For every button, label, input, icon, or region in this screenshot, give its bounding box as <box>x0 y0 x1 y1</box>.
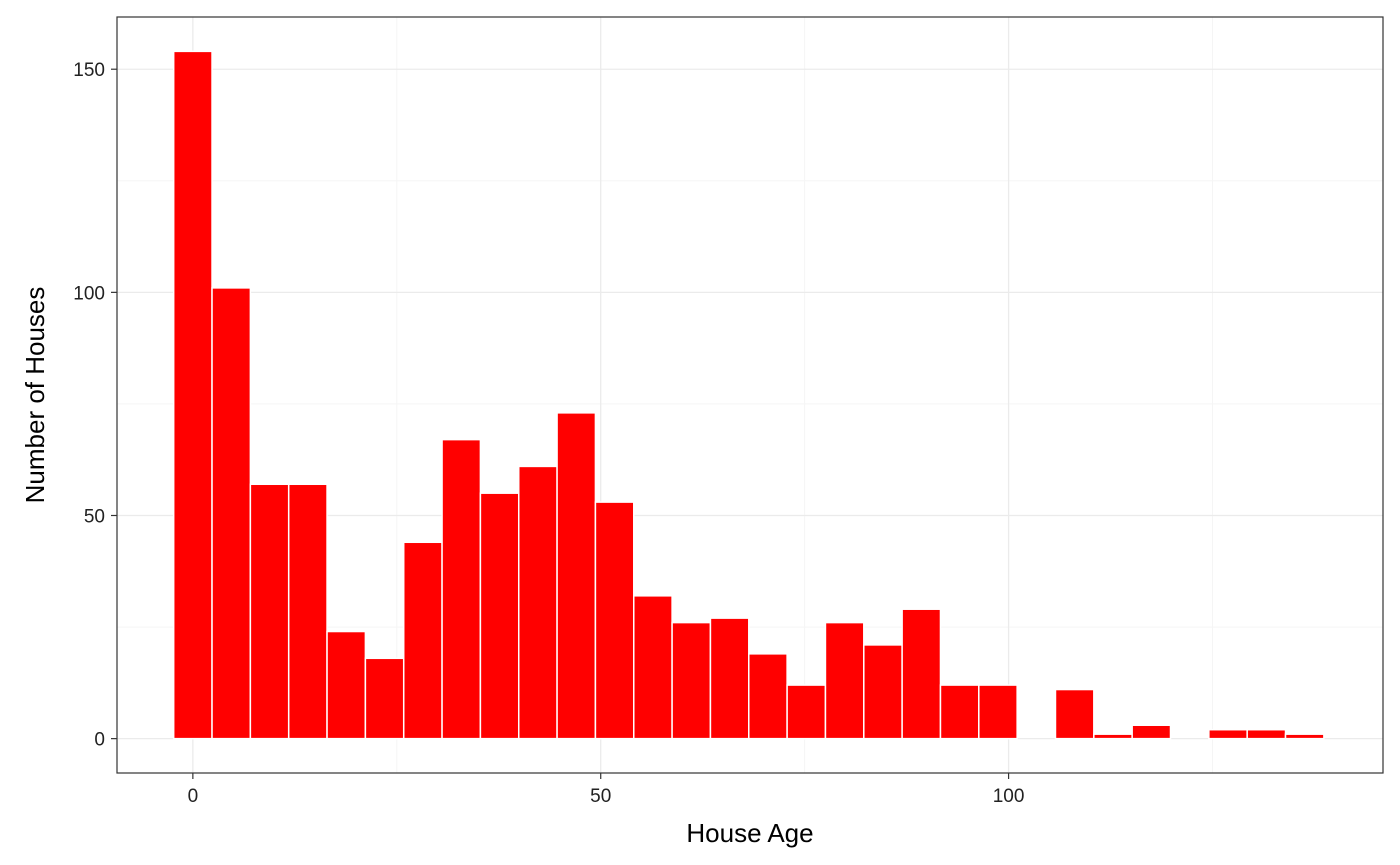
histogram-bar <box>1054 688 1095 740</box>
histogram-bar <box>556 412 597 740</box>
histogram-bar <box>211 287 252 740</box>
y-axis-title: Number of Houses <box>20 287 50 504</box>
histogram-bar <box>479 492 520 740</box>
axis-ticks <box>111 68 1010 779</box>
x-tick-label: 0 <box>188 786 199 807</box>
histogram-bar <box>364 657 405 740</box>
histogram-bar <box>786 684 827 740</box>
histogram-bar <box>1246 728 1287 740</box>
histogram-bar <box>633 595 673 740</box>
histogram-bar <box>249 483 290 740</box>
minor-grid-lines <box>117 17 1383 773</box>
histogram-bar <box>287 483 328 740</box>
histogram-bar <box>709 617 750 740</box>
y-tick-label: 50 <box>84 506 105 527</box>
histogram-bar <box>172 50 213 740</box>
histogram-bar <box>901 608 942 740</box>
histogram-bar <box>824 621 865 740</box>
histogram-bar <box>594 501 635 740</box>
x-tick-label: 100 <box>993 786 1025 807</box>
histogram-bar <box>978 684 1018 740</box>
axis-tick-labels: 0 50 100 0 50 100 150 <box>73 60 1024 807</box>
histogram-bar <box>402 541 443 740</box>
histogram-bar <box>441 438 482 740</box>
histogram-bar <box>1284 733 1325 740</box>
histogram-bar <box>1093 733 1133 740</box>
histogram-bar <box>939 684 980 740</box>
histogram-bars <box>172 50 1325 740</box>
x-tick-label: 50 <box>590 786 611 807</box>
histogram-bar <box>671 621 712 740</box>
panel-border <box>116 16 1384 774</box>
x-axis-title: House Age <box>686 818 813 848</box>
y-tick-label: 150 <box>73 60 105 81</box>
histogram-bar <box>326 630 367 740</box>
histogram-bar <box>517 465 558 740</box>
histogram-bar <box>1208 728 1248 740</box>
histogram-bar <box>863 644 903 740</box>
histogram-bar <box>1131 724 1172 740</box>
histogram-bar <box>748 653 788 740</box>
y-tick-label: 100 <box>73 283 105 304</box>
y-tick-label: 0 <box>94 730 105 751</box>
